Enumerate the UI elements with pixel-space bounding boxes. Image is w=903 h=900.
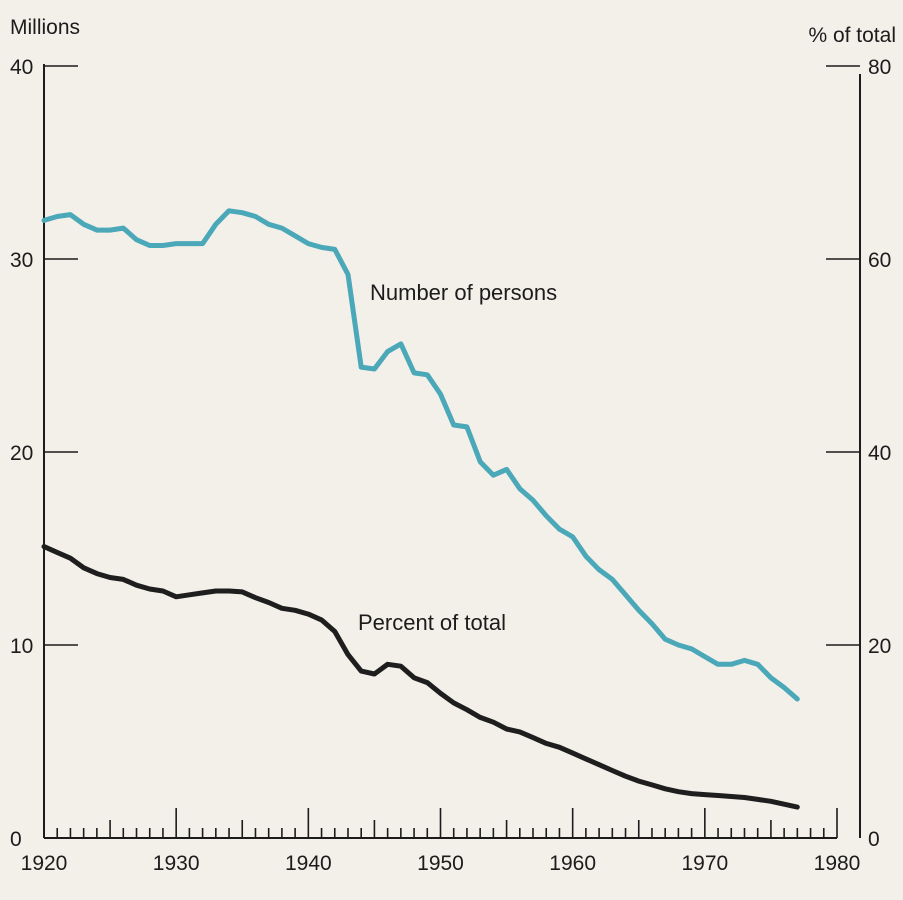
series-label-number-of-persons: Number of persons	[370, 280, 557, 305]
x-tick-label: 1920	[21, 852, 68, 875]
right-tick-label: 20	[868, 635, 891, 658]
left-tick-label: 30	[10, 249, 33, 272]
right-tick-label: 60	[868, 249, 891, 272]
series-line-percent-of-total	[41, 544, 800, 810]
series-label-percent-of-total: Percent of total	[358, 610, 506, 635]
right-tick-label: 40	[868, 442, 891, 465]
axes: 0 10 20 30 40 0 20 40 60 80 1920 1930 1940 1950 1960 19…	[10, 56, 891, 875]
x-tick-label: 1950	[417, 852, 464, 875]
left-axis-label: Millions	[10, 16, 80, 39]
right-tick-label: 0	[868, 828, 880, 851]
x-tick-label: 1970	[681, 852, 728, 875]
right-tick-label: 80	[868, 56, 891, 79]
x-tick-label: 1930	[153, 852, 200, 875]
x-tick-label: 1960	[549, 852, 596, 875]
left-tick-label: 10	[10, 635, 33, 658]
left-tick-label: 0	[10, 828, 22, 851]
left-tick-label: 40	[10, 56, 33, 79]
left-tick-label: 20	[10, 442, 33, 465]
x-tick-label: 1940	[285, 852, 332, 875]
series-lines	[41, 208, 800, 810]
series-line-number-of-persons	[41, 208, 800, 702]
x-tick-label: 1980	[814, 852, 861, 875]
right-axis-label: % of total	[808, 24, 896, 47]
